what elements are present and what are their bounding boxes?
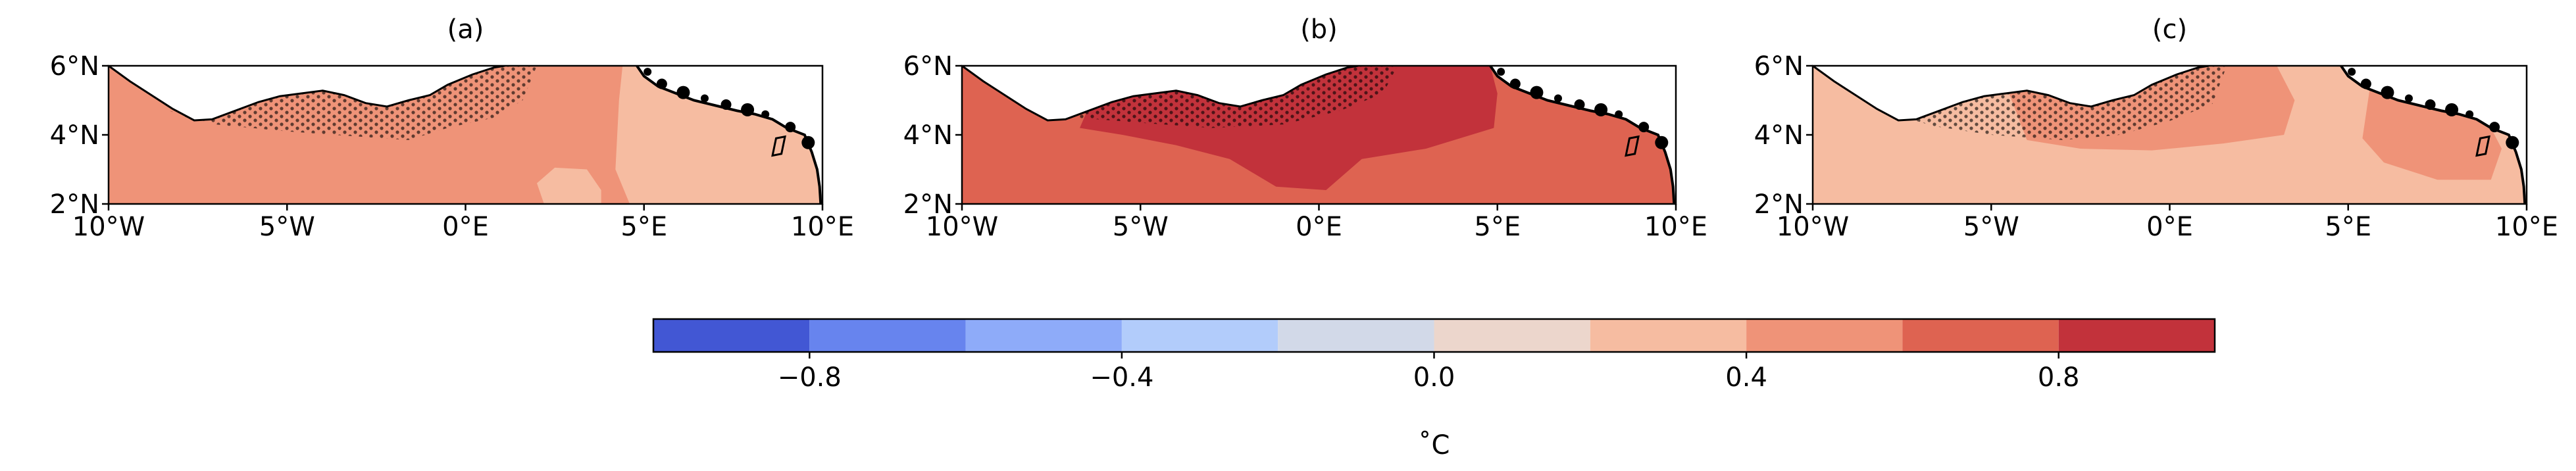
coastline-east [1489,66,1676,204]
coast-detail [1615,110,1623,118]
coast-detail [1594,103,1608,116]
x-tick-label: 5°E [2325,212,2371,242]
coast-detail [1574,99,1585,110]
land-west [109,66,505,120]
x-tick-label: 5°W [1963,212,2019,242]
coast-detail [1509,78,1521,89]
land-east [636,66,822,204]
colorbar-segment [2058,319,2215,352]
coast-detail [801,136,815,149]
y-tick-label: 4°N [50,120,99,151]
x-tick-label: 0°E [2146,212,2193,242]
x-tick-label: 10°E [791,212,854,242]
y-tick-label: 4°N [903,120,953,151]
x-tick-label: 10°E [1644,212,1707,242]
panel-label: (a) [447,14,484,45]
y-tick-label: 6°N [1754,51,1804,82]
colorbar-tick-label: −0.4 [1090,362,1153,393]
map-panel-2: (b) 10°W 5°W 0°E 5°E 10°E 2°N 4°N 6°N [903,14,1707,242]
coast-detail [2348,68,2356,76]
island-outline [771,135,786,157]
colorbar-tick-label: 0.8 [2038,362,2080,393]
coast-detail [2381,86,2394,99]
x-tick-label: 10°W [926,212,998,242]
coast-detail [2404,94,2413,103]
land-west [962,66,1359,120]
coastline-east [2340,66,2527,204]
coast-detail [656,78,667,89]
island-outline [1625,135,1640,157]
colorbar-unit-label: ˚C [1419,430,1450,460]
colorbar-tick-label: 0.4 [1725,362,1767,393]
coast-detail [1553,94,1562,103]
colorbar-segment [1902,319,2059,352]
land-east [1490,66,1676,204]
colorbar-tick-label: 0.0 [1413,362,1455,393]
panel-label: (c) [2152,14,2187,45]
colorbar-segment [1434,319,1590,352]
x-tick-label: 10°W [1777,212,1849,242]
x-tick-label: 5°E [620,212,667,242]
x-tick-label: 10°E [2495,212,2558,242]
coast-detail [1638,122,1650,133]
coast-detail [1497,68,1505,76]
coast-detail [761,110,770,118]
coast-detail [2465,110,2474,118]
land-east [2340,66,2527,204]
coastline-east [636,66,822,204]
x-tick-label: 5°W [259,212,315,242]
map-panel-1: (a) 10°W 5°W 0°E 5°E 10°E 2°N 4°N 6°N [50,14,854,242]
coast-detail [2489,122,2500,133]
coast-detail [2425,99,2436,110]
colorbar: −0.8 −0.4 0.0 0.4 0.8 ˚C [652,318,2216,460]
coast-detail [2445,103,2459,116]
coast-detail [1530,86,1544,99]
map-panel-3: (c) 10°W 5°W 0°E 5°E 10°E 2°N 4°N 6°N [1754,14,2558,242]
colorbar-segment [809,319,966,352]
colorbar-tick-label: −0.8 [778,362,842,393]
x-tick-label: 0°E [1296,212,1342,242]
significance-stippling [1076,66,1398,128]
region-central-southern-patch [537,167,601,204]
y-tick-label: 2°N [50,189,99,220]
coast-detail [720,99,732,110]
coastline-west [1813,66,2210,122]
y-tick-label: 2°N [1754,189,1804,220]
x-tick-label: 0°E [442,212,489,242]
coast-detail [741,103,755,116]
island-outline [2475,135,2490,157]
significance-stippling [1906,66,2227,140]
panel-label: (b) [1300,14,1338,45]
coast-detail [644,68,652,76]
region-eastern-coastal-shelf [615,66,821,204]
colorbar-segment [1746,319,1903,352]
coast-detail [2360,78,2371,89]
y-tick-label: 2°N [903,189,953,220]
y-tick-label: 6°N [903,51,953,82]
coast-detail [700,94,709,103]
colorbar-segment [1590,319,1747,352]
land-west [1813,66,2210,120]
significance-stippling [169,66,538,140]
x-tick-label: 5°E [1474,212,1521,242]
coastline-west [109,66,505,122]
y-tick-label: 4°N [1754,120,1804,151]
map-panels: (a) 10°W 5°W 0°E 5°E 10°E 2°N 4°N 6°N (b) 10°W 5°W 0… [50,14,2558,242]
colorbar-segment [1121,319,1278,352]
coast-detail [676,86,690,99]
x-tick-label: 5°W [1113,212,1169,242]
region-eastern-warmer-band [2362,89,2502,180]
x-tick-label: 10°W [72,212,145,242]
coast-detail [2506,136,2519,149]
coastline-west [962,66,1359,122]
y-tick-label: 6°N [50,51,99,82]
coast-detail [785,122,796,133]
coast-detail [1655,136,1669,149]
colorbar-segment [1278,319,1434,352]
colorbar-segment [965,319,1122,352]
colorbar-segment [653,319,810,352]
